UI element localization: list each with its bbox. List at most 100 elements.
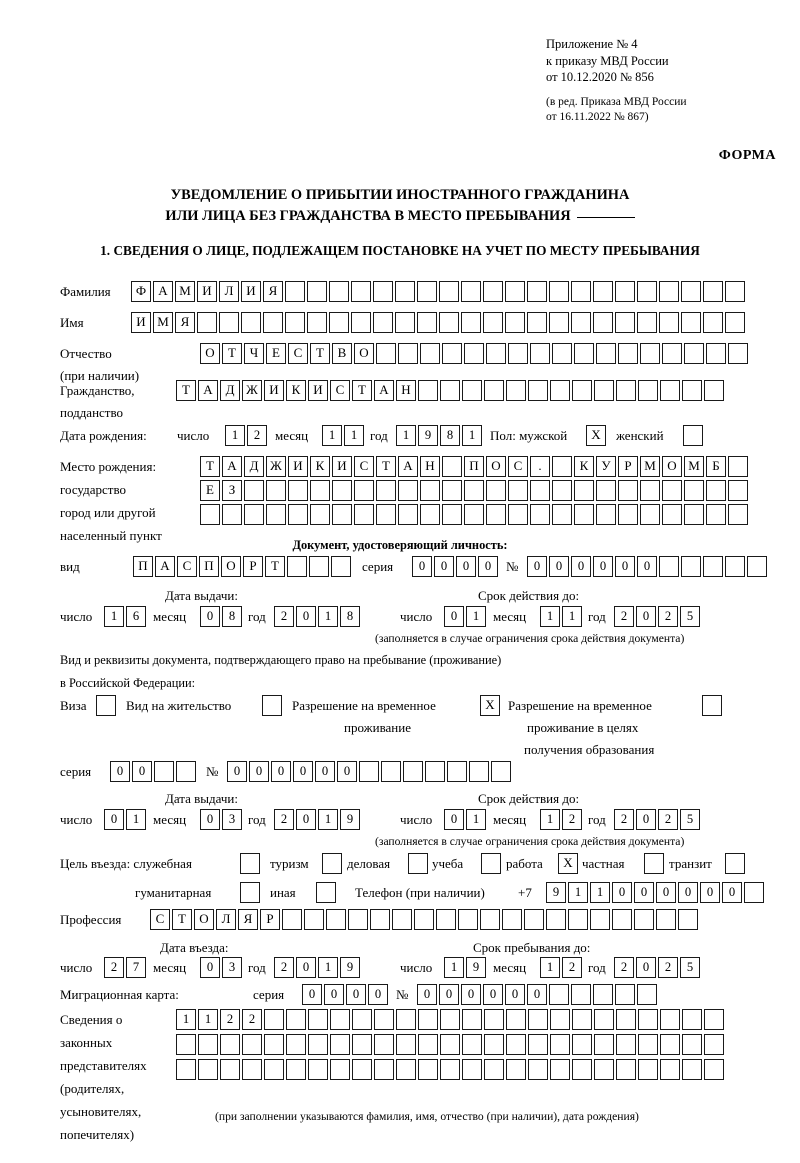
char-cell[interactable] <box>527 312 547 333</box>
char-cell[interactable] <box>681 556 701 577</box>
char-cell[interactable] <box>392 909 412 930</box>
char-cell[interactable] <box>528 1059 548 1080</box>
char-cell[interactable] <box>461 312 481 333</box>
char-cell[interactable] <box>331 556 351 577</box>
char-cell[interactable]: 7 <box>126 957 146 978</box>
char-cell[interactable]: 0 <box>636 606 656 627</box>
char-cell[interactable]: 2 <box>247 425 267 446</box>
purpose-transit-checkbox[interactable] <box>725 853 747 874</box>
char-cell[interactable]: С <box>508 456 528 477</box>
char-cell[interactable]: 0 <box>483 984 503 1005</box>
char-cell[interactable] <box>354 504 374 525</box>
char-cell[interactable]: 0 <box>346 984 366 1005</box>
char-cell[interactable]: 6 <box>126 606 146 627</box>
char-cell[interactable] <box>326 909 346 930</box>
char-cell[interactable] <box>640 504 660 525</box>
char-cell[interactable] <box>546 909 566 930</box>
char-cell[interactable] <box>244 504 264 525</box>
char-cell[interactable] <box>332 504 352 525</box>
char-cell[interactable] <box>263 312 283 333</box>
char-cell[interactable] <box>425 761 445 782</box>
char-cell[interactable] <box>640 480 660 501</box>
char-cell[interactable] <box>244 480 264 501</box>
char-cell[interactable] <box>484 1009 504 1030</box>
char-cell[interactable]: Р <box>243 556 263 577</box>
char-cell[interactable]: М <box>640 456 660 477</box>
char-cell[interactable]: 9 <box>546 882 566 903</box>
char-cell[interactable] <box>374 1034 394 1055</box>
char-cell[interactable]: 9 <box>340 957 360 978</box>
char-cell[interactable]: Н <box>396 380 416 401</box>
char-cell[interactable] <box>659 312 679 333</box>
char-cell[interactable] <box>615 312 635 333</box>
char-cell[interactable]: С <box>288 343 308 364</box>
purpose-humanitarian-checkbox[interactable] <box>240 882 262 903</box>
char-cell[interactable] <box>593 984 613 1005</box>
char-cell[interactable] <box>704 1059 724 1080</box>
char-cell[interactable]: К <box>286 380 306 401</box>
char-cell[interactable] <box>381 761 401 782</box>
char-cell[interactable] <box>440 1059 460 1080</box>
char-cell[interactable] <box>348 909 368 930</box>
char-cell[interactable] <box>198 1059 218 1080</box>
char-cell[interactable] <box>704 1034 724 1055</box>
char-cell[interactable] <box>483 281 503 302</box>
char-cell[interactable]: О <box>486 456 506 477</box>
char-cell[interactable] <box>594 1009 614 1030</box>
char-cell[interactable]: 1 <box>466 606 486 627</box>
char-cell[interactable] <box>506 1009 526 1030</box>
char-cell[interactable]: 2 <box>242 1009 262 1030</box>
char-cell[interactable] <box>682 380 702 401</box>
char-cell[interactable]: Т <box>265 556 285 577</box>
char-cell[interactable]: 9 <box>466 957 486 978</box>
char-cell[interactable] <box>436 909 456 930</box>
char-cell[interactable] <box>288 504 308 525</box>
char-cell[interactable]: 1 <box>126 809 146 830</box>
char-cell[interactable] <box>442 504 462 525</box>
char-cell[interactable]: 0 <box>444 606 464 627</box>
char-cell[interactable]: 0 <box>478 556 498 577</box>
char-cell[interactable]: 2 <box>562 957 582 978</box>
char-cell[interactable] <box>307 281 327 302</box>
char-cell[interactable] <box>240 853 260 874</box>
char-cell[interactable] <box>524 909 544 930</box>
char-cell[interactable] <box>198 1034 218 1055</box>
char-cell[interactable]: Ч <box>244 343 264 364</box>
char-cell[interactable] <box>286 1034 306 1055</box>
char-cell[interactable] <box>594 1059 614 1080</box>
char-cell[interactable] <box>417 312 437 333</box>
char-cell[interactable] <box>310 480 330 501</box>
char-cell[interactable] <box>439 281 459 302</box>
char-cell[interactable]: В <box>332 343 352 364</box>
char-cell[interactable] <box>309 556 329 577</box>
char-cell[interactable]: Д <box>244 456 264 477</box>
char-cell[interactable] <box>374 1009 394 1030</box>
char-cell[interactable]: 0 <box>439 984 459 1005</box>
char-cell[interactable] <box>704 380 724 401</box>
char-cell[interactable] <box>220 1059 240 1080</box>
char-cell[interactable] <box>637 281 657 302</box>
char-cell[interactable]: 0 <box>296 809 316 830</box>
char-cell[interactable]: 0 <box>636 809 656 830</box>
char-cell[interactable] <box>728 480 748 501</box>
char-cell[interactable] <box>484 380 504 401</box>
char-cell[interactable] <box>418 1034 438 1055</box>
char-cell[interactable]: 0 <box>296 606 316 627</box>
char-cell[interactable]: О <box>194 909 214 930</box>
char-cell[interactable]: 0 <box>527 556 547 577</box>
char-cell[interactable]: Я <box>238 909 258 930</box>
char-cell[interactable] <box>659 556 679 577</box>
char-cell[interactable]: 1 <box>198 1009 218 1030</box>
char-cell[interactable]: 9 <box>418 425 438 446</box>
char-cell[interactable] <box>747 556 767 577</box>
char-cell[interactable]: 2 <box>274 957 294 978</box>
char-cell[interactable] <box>684 343 704 364</box>
char-cell[interactable]: Т <box>222 343 242 364</box>
char-cell[interactable] <box>706 343 726 364</box>
char-cell[interactable] <box>266 480 286 501</box>
char-cell[interactable] <box>352 1034 372 1055</box>
